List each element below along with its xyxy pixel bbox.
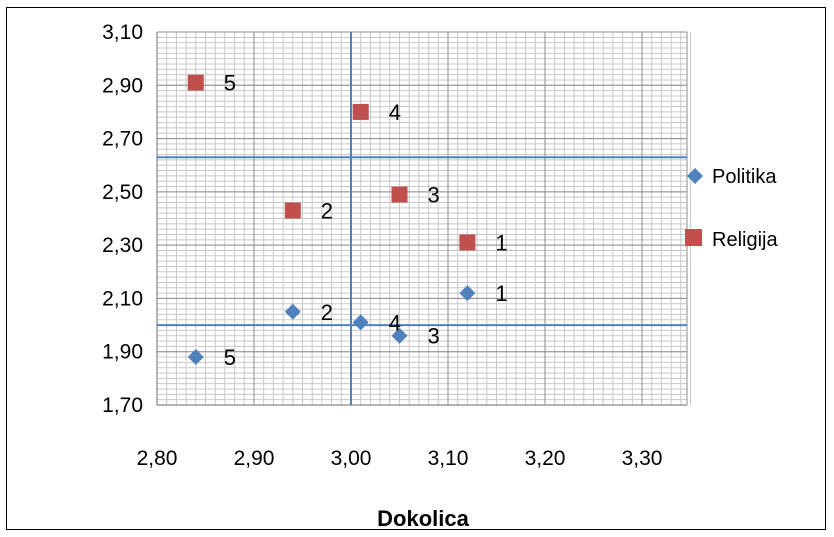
point-politika xyxy=(187,349,204,366)
point-label-politika: 4 xyxy=(389,310,401,335)
legend-marker-religija xyxy=(685,229,702,246)
point-politika xyxy=(284,303,301,320)
y-tick-label: 2,30 xyxy=(102,234,143,257)
y-tick-label: 3,10 xyxy=(102,21,143,44)
x-tick-label: 3,00 xyxy=(331,447,372,470)
legend-label-politika: Politika xyxy=(712,166,777,188)
y-tick-label: 2,10 xyxy=(102,287,143,310)
x-axis-title: Dokolica xyxy=(377,506,469,531)
x-tick-label: 3,20 xyxy=(525,447,566,470)
point-religija xyxy=(459,234,476,251)
point-label-politika: 3 xyxy=(428,324,440,349)
point-label-religija: 4 xyxy=(389,100,401,125)
y-tick-label: 1,90 xyxy=(102,341,143,364)
x-tick-label: 3,10 xyxy=(428,447,469,470)
point-politika xyxy=(352,314,369,331)
point-label-religija: 5 xyxy=(224,71,236,96)
point-label-religija: 3 xyxy=(428,183,440,208)
point-label-religija: 1 xyxy=(495,230,507,255)
point-label-politika: 2 xyxy=(321,300,333,325)
y-tick-label: 1,70 xyxy=(102,394,143,417)
x-tick-label: 3,30 xyxy=(622,447,663,470)
y-tick-label: 2,70 xyxy=(102,128,143,151)
point-label-politika: 5 xyxy=(224,345,236,370)
point-religija xyxy=(187,74,204,91)
point-politika xyxy=(459,285,476,302)
point-religija xyxy=(284,202,301,219)
point-label-religija: 2 xyxy=(321,199,333,224)
point-politika xyxy=(391,327,408,344)
x-tick-label: 2,80 xyxy=(137,447,178,470)
legend-label-religija: Religija xyxy=(712,229,778,251)
point-religija xyxy=(352,103,369,120)
y-tick-label: 2,90 xyxy=(102,74,143,97)
chart-frame xyxy=(6,7,826,530)
legend-marker-politika xyxy=(687,168,703,184)
point-label-politika: 1 xyxy=(495,281,507,306)
point-religija xyxy=(391,186,408,203)
y-tick-label: 2,50 xyxy=(102,181,143,204)
x-tick-label: 2,90 xyxy=(234,447,275,470)
